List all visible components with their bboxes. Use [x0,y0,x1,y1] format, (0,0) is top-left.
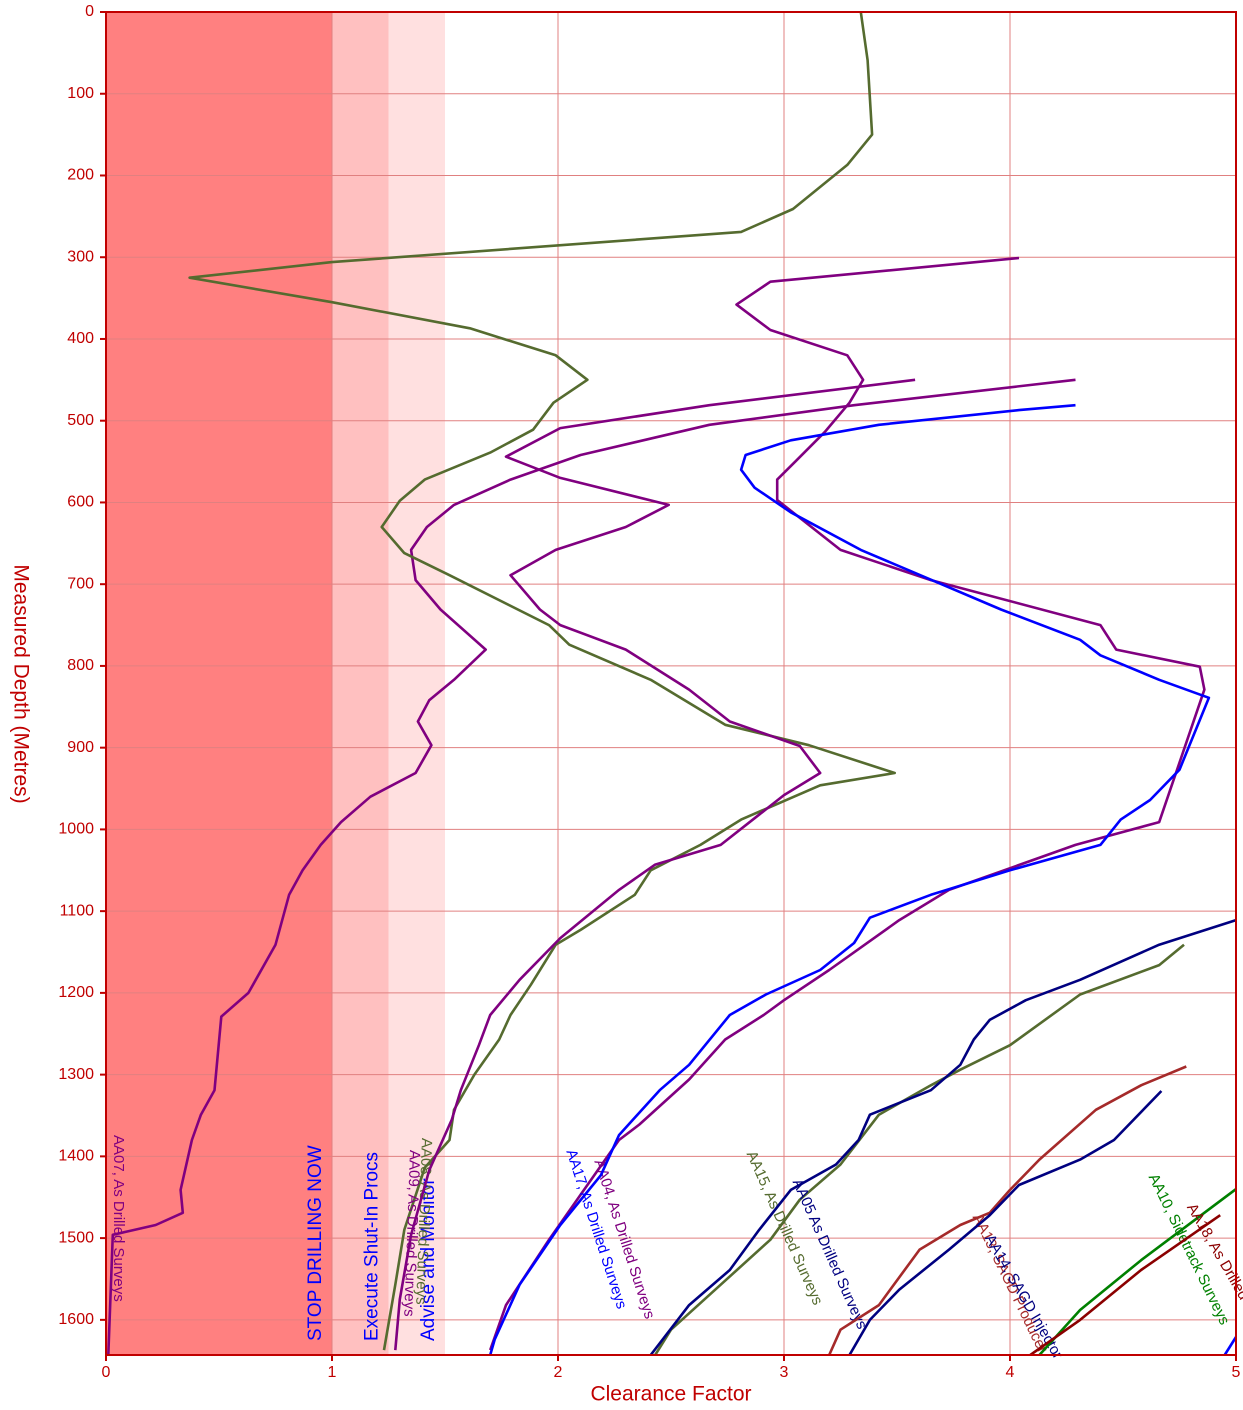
series-line [107,378,1076,1355]
y-tick-label: 1200 [58,984,94,1001]
y-tick-label: 1400 [58,1148,94,1165]
series-line [488,403,1211,1355]
series-line [1223,1336,1236,1355]
y-tick-label: 100 [67,85,94,102]
series-line [649,918,1236,1355]
y-tick-label: 0 [85,3,94,20]
x-axis-title: Clearance Factor [590,1383,751,1406]
zone-label: STOP DRILLING NOW [305,1145,326,1341]
y-tick-label: 600 [67,494,94,511]
y-tick-label: 300 [67,248,94,265]
series-label: AA14, SAGD Injector [981,1231,1066,1362]
y-tick-label: 900 [67,739,94,756]
zone [388,12,445,1355]
series-line [1029,1214,1221,1355]
x-tick-label: 4 [1006,1364,1015,1381]
series-line [848,1090,1163,1355]
series-line [488,256,1206,1351]
plot-border [105,11,1237,1356]
series-label: AA07, As Drilled Surveys [110,1135,127,1302]
x-tick-label: 5 [1232,1364,1241,1381]
y-tick-label: 1100 [60,902,95,919]
zone [332,12,389,1355]
series-line [1038,1188,1236,1355]
series-line [828,1065,1187,1355]
y-tick-label: 700 [67,575,94,592]
series-label: AA18, As Drilled Surveys [1183,1200,1243,1353]
y-tick-label: 1600 [58,1311,94,1328]
x-tick-label: 1 [328,1364,337,1381]
series-label: AA08, As Drilled Surveys [412,1138,435,1305]
y-tick-label: 200 [67,167,94,184]
x-tick-label: 3 [780,1364,789,1381]
y-tick-label: 500 [67,412,94,429]
series-line [188,12,896,1351]
zone [106,12,332,1355]
series-line [394,378,916,1351]
y-tick-label: 1500 [58,1229,94,1246]
x-tick-label: 2 [554,1364,563,1381]
zone-label: Execute Shut-In Procs [362,1152,383,1341]
series-line [654,943,1185,1355]
y-axis-title: Measured Depth (Metres) [9,564,32,803]
zone-label: Advise and Monitor [418,1178,439,1341]
x-tick-label: 0 [102,1364,111,1381]
y-tick-label: 1000 [58,821,94,838]
y-tick-label: 800 [67,657,94,674]
series-label: AA09, As Drilled Surveys [400,1150,423,1317]
y-tick-label: 1300 [58,1066,94,1083]
y-tick-label: 400 [67,330,94,347]
